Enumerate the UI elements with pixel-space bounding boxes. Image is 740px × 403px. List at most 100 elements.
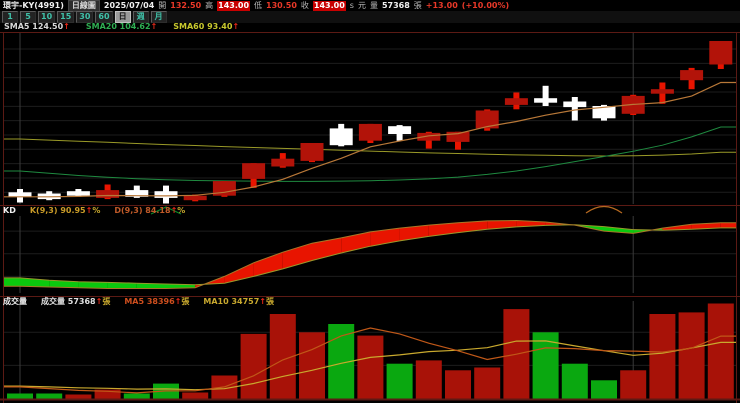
legend-item-SMA5: SMA5 124.50↑ (4, 22, 70, 31)
volume-label: 量 (369, 0, 378, 10)
quote-field-label: 開 (158, 0, 167, 10)
kd-panel-title: KD (3, 206, 16, 215)
volume-bar-down (386, 363, 413, 399)
kd-chart[interactable] (0, 205, 740, 296)
volume-bar-up (182, 392, 209, 399)
legend-item-MA5: MA5 38396↑張 (124, 297, 190, 306)
volume-bar-up (649, 314, 676, 399)
sma20-line (4, 126, 736, 182)
volume-bar-up (707, 303, 734, 399)
price-panel (0, 32, 740, 205)
candle-up (212, 181, 236, 197)
candle-up (417, 131, 441, 149)
kd-fill-bearish (4, 277, 20, 287)
up-arrow-icon: ↑ (85, 206, 93, 215)
kd-fill-bullish (399, 225, 429, 241)
legend-item-MA10: MA10 34757↑張 (203, 297, 274, 306)
period-label[interactable]: 日線圖 (67, 0, 100, 12)
kd-fill-bearish (166, 284, 196, 289)
candle-up (96, 184, 120, 200)
up-arrow-icon: ↑ (259, 297, 266, 306)
legend-item-K(9,3): K(9,3) 90.95↑% (29, 206, 101, 215)
volume-unit: 張 (413, 0, 422, 10)
candle-up (709, 41, 733, 69)
timeframe-button-60[interactable]: 60 (95, 11, 113, 23)
candle-down (563, 97, 587, 121)
volume-ma5-line (4, 327, 736, 394)
kd-panel: KD K(9,3) 90.95↑% D(9,3) 84.18↑% (0, 205, 740, 296)
volume-bar-up (445, 370, 471, 399)
candle-up (242, 163, 266, 188)
timeframe-button-1[interactable]: 1 (2, 11, 18, 23)
volume-bar-down (36, 393, 63, 399)
price-unit: 元 (357, 0, 366, 10)
timeframe-button-15[interactable]: 15 (57, 11, 75, 23)
kd-fill-bearish (78, 281, 108, 289)
volume-legend: 成交量 成交量 57368↑張 MA5 38396↑張 MA10 34757↑張 (0, 296, 740, 308)
kd-fill-bearish (20, 277, 50, 287)
candle-up (475, 109, 499, 131)
candle-up (183, 194, 207, 202)
volume-bar-down (561, 363, 588, 399)
timeframe-button-週[interactable]: 週 (132, 11, 149, 23)
kd-fill-bullish (370, 228, 400, 247)
volume-bar-up (415, 360, 442, 399)
kd-fill-bullish (720, 222, 736, 228)
up-arrow-icon: ↑ (232, 22, 240, 31)
legend-item-D(9,3): D(9,3) 84.18↑% (114, 206, 186, 215)
sma-legend-row: SMA5 124.50↑ SMA20 104.62↑ SMA60 93.40↑ (0, 23, 740, 32)
kd-fill-bullish (662, 224, 692, 231)
volume-ma10-line (4, 340, 736, 391)
up-arrow-icon: ↑ (174, 297, 182, 306)
candle-down (66, 189, 90, 197)
kd-fill-bearish (136, 283, 166, 289)
kd-legend: KD K(9,3) 90.95↑% D(9,3) 84.18↑% (0, 205, 740, 217)
price-chart[interactable] (0, 32, 740, 205)
ohlc-fields: 開 132.50 高 143.00 低 130.50 收 143.00 (158, 0, 346, 11)
price-change-pct: (+10.00%) (461, 0, 510, 10)
timeframe-button-30[interactable]: 30 (76, 11, 94, 23)
volume-bar-up (94, 389, 121, 399)
quote-field-value: 143.00 (312, 0, 346, 11)
close-flag: s (349, 0, 354, 10)
candle-down (8, 189, 32, 203)
d-line (4, 224, 736, 286)
volume-bar-up (620, 370, 647, 399)
volume-bar-down (7, 393, 33, 399)
volume-bar-down (123, 393, 150, 399)
volume-bar-down (532, 332, 559, 399)
kd-fill-bullish (428, 222, 458, 237)
candle-up (680, 67, 704, 90)
volume-bar-up (240, 333, 267, 399)
quote-field-label: 收 (300, 0, 309, 10)
price-change: +13.00 (425, 0, 458, 10)
candle-down (125, 185, 149, 198)
volume-bar-down (591, 380, 617, 399)
candle-up (504, 92, 528, 110)
timeframe-button-月[interactable]: 月 (150, 11, 167, 23)
up-arrow-icon: ↑ (150, 22, 158, 31)
quote-field-label: 高 (205, 0, 214, 10)
caret-marker (150, 206, 182, 215)
timeframe-button-10[interactable]: 10 (38, 11, 56, 23)
quote-date: 2025/07/04 (103, 0, 155, 10)
quote-field-value: 130.50 (266, 0, 297, 10)
candle-up (650, 82, 674, 104)
candle-up (271, 153, 295, 168)
kd-fill-bearish (604, 226, 634, 234)
volume-bar-up (474, 367, 501, 399)
sma60-line (4, 138, 736, 157)
arc-marker (585, 205, 623, 214)
volume-bar-up (678, 312, 705, 399)
volume-value: 57368 (381, 0, 410, 10)
timeframe-button-5[interactable]: 5 (20, 11, 36, 23)
stock-title: 環宇-KY(4991) (3, 0, 64, 10)
timeframe-button-日[interactable]: 日 (114, 11, 131, 23)
candle-up (358, 123, 382, 143)
volume-chart[interactable] (0, 296, 740, 403)
k-line (4, 219, 736, 289)
candle-down (154, 185, 178, 204)
legend-item-SMA60: SMA60 93.40↑ (173, 22, 240, 31)
quote-field-value: 132.50 (170, 0, 202, 10)
candle-down (534, 85, 558, 106)
